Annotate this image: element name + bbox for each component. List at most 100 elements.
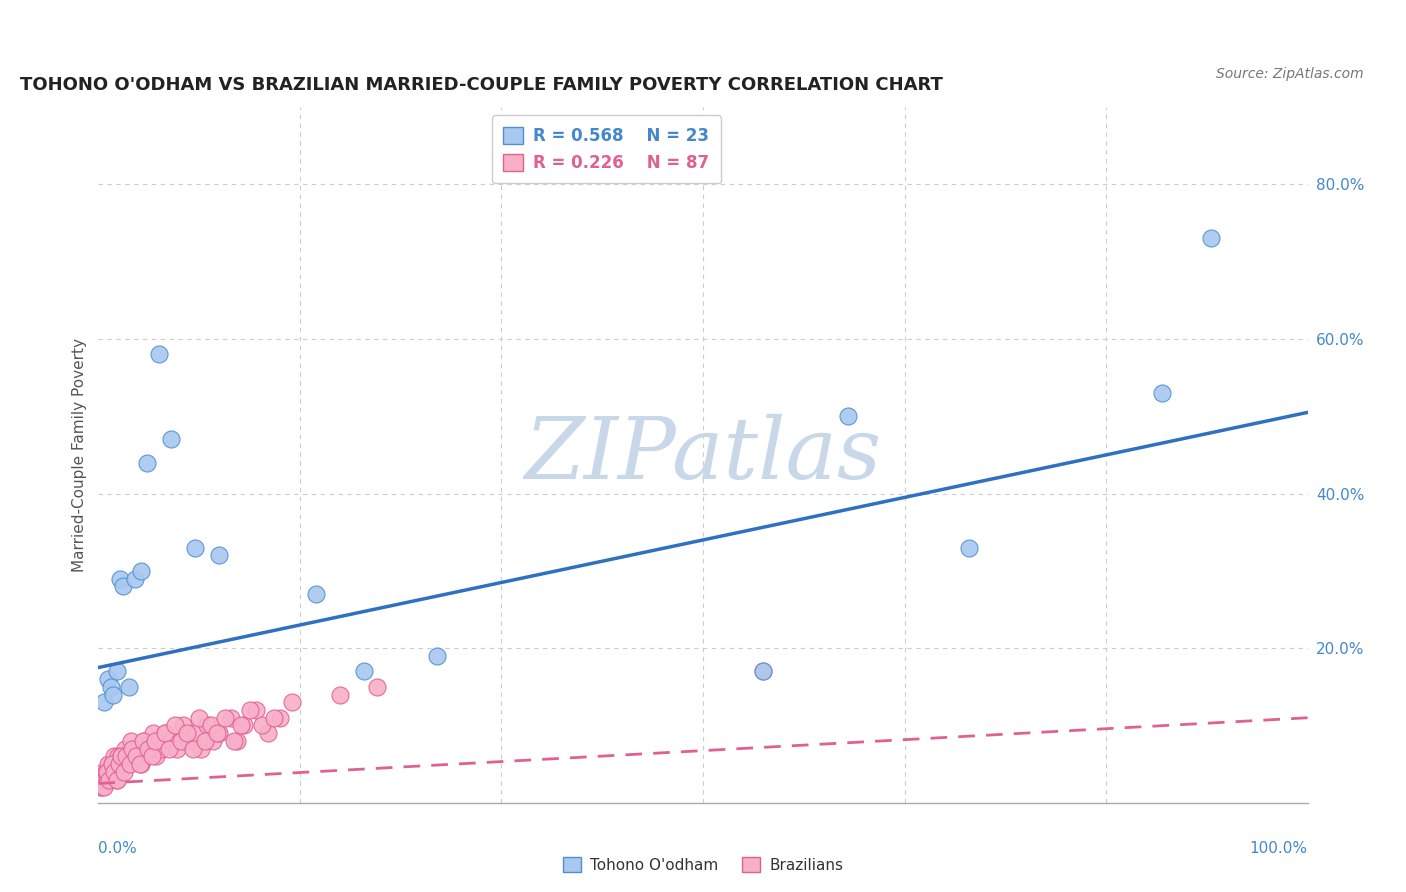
Point bbox=[135, 456, 157, 470]
Point bbox=[208, 726, 231, 740]
Point bbox=[208, 549, 231, 563]
Point bbox=[141, 749, 163, 764]
Point bbox=[111, 757, 134, 772]
Point bbox=[957, 541, 980, 555]
Point bbox=[263, 711, 285, 725]
Point bbox=[153, 726, 176, 740]
Point bbox=[138, 741, 160, 756]
Point bbox=[105, 772, 128, 787]
Point bbox=[94, 764, 117, 779]
Point bbox=[157, 741, 180, 756]
Point bbox=[150, 741, 173, 756]
Point bbox=[108, 764, 131, 779]
Point bbox=[96, 772, 118, 787]
Point bbox=[127, 741, 149, 756]
Point bbox=[136, 741, 159, 756]
Point bbox=[160, 433, 183, 447]
Point bbox=[229, 718, 252, 732]
Point bbox=[98, 764, 121, 779]
Point bbox=[118, 680, 141, 694]
Point bbox=[101, 764, 124, 779]
Point bbox=[100, 757, 122, 772]
Point bbox=[129, 757, 152, 772]
Point bbox=[142, 726, 165, 740]
Point bbox=[281, 695, 304, 709]
Point bbox=[226, 734, 249, 748]
Point bbox=[100, 680, 122, 694]
Point bbox=[195, 718, 218, 732]
Point bbox=[120, 734, 142, 748]
Point bbox=[184, 541, 207, 555]
Point bbox=[232, 718, 254, 732]
Point bbox=[100, 757, 122, 772]
Point bbox=[104, 757, 127, 772]
Point bbox=[101, 688, 124, 702]
Point bbox=[190, 741, 212, 756]
Point bbox=[93, 772, 115, 787]
Point bbox=[93, 780, 115, 795]
Point bbox=[108, 572, 131, 586]
Point bbox=[837, 409, 859, 424]
Point bbox=[91, 764, 114, 779]
Point bbox=[187, 711, 209, 725]
Point bbox=[214, 711, 236, 725]
Point bbox=[128, 757, 150, 772]
Point bbox=[108, 757, 131, 772]
Text: Source: ZipAtlas.com: Source: ZipAtlas.com bbox=[1216, 67, 1364, 81]
Point bbox=[118, 757, 141, 772]
Point bbox=[169, 734, 191, 748]
Point bbox=[194, 734, 217, 748]
Point bbox=[250, 718, 273, 732]
Point bbox=[163, 718, 186, 732]
Point bbox=[134, 734, 156, 748]
Point bbox=[124, 749, 146, 764]
Point bbox=[184, 726, 207, 740]
Text: TOHONO O'ODHAM VS BRAZILIAN MARRIED-COUPLE FAMILY POVERTY CORRELATION CHART: TOHONO O'ODHAM VS BRAZILIAN MARRIED-COUP… bbox=[20, 77, 942, 95]
Point bbox=[125, 749, 148, 764]
Point bbox=[91, 780, 114, 795]
Point bbox=[143, 734, 166, 748]
Text: ZIPatlas: ZIPatlas bbox=[524, 414, 882, 496]
Point bbox=[148, 347, 170, 361]
Point bbox=[97, 757, 120, 772]
Point bbox=[105, 665, 128, 679]
Point bbox=[200, 718, 222, 732]
Point bbox=[129, 564, 152, 578]
Point bbox=[202, 734, 225, 748]
Point bbox=[145, 749, 167, 764]
Point bbox=[117, 749, 139, 764]
Point bbox=[426, 648, 449, 663]
Point bbox=[353, 665, 375, 679]
Point bbox=[153, 726, 176, 740]
Point bbox=[1199, 231, 1222, 245]
Point bbox=[329, 688, 352, 702]
Point bbox=[752, 665, 775, 679]
Point bbox=[160, 734, 183, 748]
Point bbox=[1152, 386, 1174, 401]
Point bbox=[752, 665, 775, 679]
Point bbox=[110, 749, 132, 764]
Point bbox=[121, 741, 143, 756]
Point bbox=[89, 780, 111, 795]
Point bbox=[98, 772, 121, 787]
Point bbox=[176, 726, 198, 740]
Legend: Tohono O'odham, Brazilians: Tohono O'odham, Brazilians bbox=[557, 850, 849, 879]
Point bbox=[221, 711, 243, 725]
Point bbox=[179, 734, 201, 748]
Point bbox=[366, 680, 388, 694]
Point bbox=[105, 772, 128, 787]
Point bbox=[114, 741, 136, 756]
Y-axis label: Married-Couple Family Poverty: Married-Couple Family Poverty bbox=[72, 338, 87, 572]
Point bbox=[103, 764, 125, 779]
Point bbox=[112, 764, 135, 779]
Point bbox=[205, 726, 228, 740]
Point bbox=[107, 749, 129, 764]
Point bbox=[222, 734, 245, 748]
Point bbox=[305, 587, 328, 601]
Point bbox=[166, 741, 188, 756]
Point bbox=[97, 672, 120, 686]
Point bbox=[111, 579, 134, 593]
Point bbox=[108, 757, 131, 772]
Point bbox=[103, 749, 125, 764]
Point bbox=[172, 718, 194, 732]
